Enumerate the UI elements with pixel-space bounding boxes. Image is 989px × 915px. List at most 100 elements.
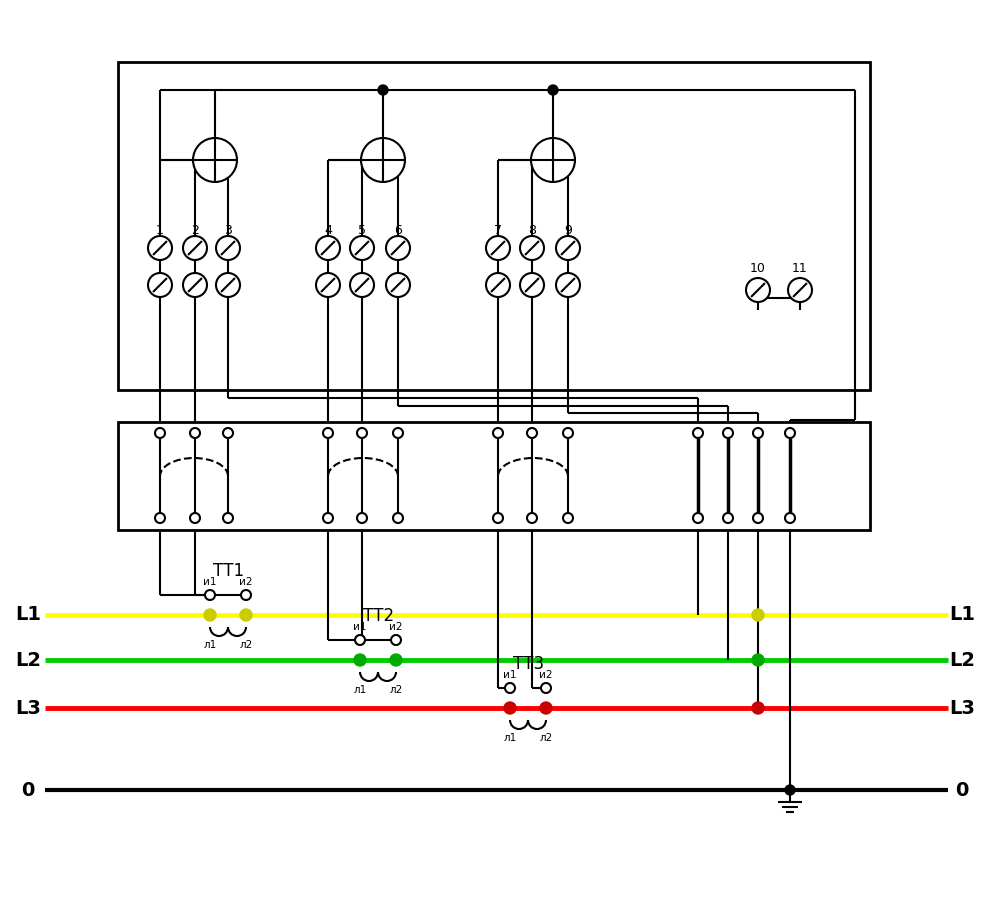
Text: л1: л1	[204, 640, 217, 650]
Circle shape	[753, 428, 763, 438]
Circle shape	[390, 654, 402, 666]
Circle shape	[323, 428, 333, 438]
Circle shape	[216, 236, 240, 260]
Text: л2: л2	[390, 685, 403, 695]
Circle shape	[752, 609, 764, 621]
Text: 6: 6	[394, 224, 402, 238]
Circle shape	[527, 428, 537, 438]
Circle shape	[723, 428, 733, 438]
Circle shape	[350, 273, 374, 297]
Circle shape	[785, 428, 795, 438]
Circle shape	[493, 428, 503, 438]
Circle shape	[504, 702, 516, 714]
Circle shape	[752, 654, 764, 666]
Circle shape	[563, 513, 573, 523]
Circle shape	[361, 138, 405, 182]
Circle shape	[316, 273, 340, 297]
Text: и2: и2	[539, 670, 553, 680]
Circle shape	[520, 236, 544, 260]
Circle shape	[541, 683, 551, 693]
Circle shape	[493, 513, 503, 523]
Circle shape	[386, 236, 410, 260]
Text: ТТ1: ТТ1	[214, 562, 244, 580]
Circle shape	[357, 428, 367, 438]
Circle shape	[386, 273, 410, 297]
Text: 8: 8	[528, 224, 536, 238]
Circle shape	[355, 635, 365, 645]
Circle shape	[148, 273, 172, 297]
Circle shape	[223, 428, 233, 438]
Circle shape	[357, 513, 367, 523]
Circle shape	[216, 273, 240, 297]
Circle shape	[788, 278, 812, 302]
Circle shape	[556, 236, 580, 260]
Circle shape	[393, 428, 403, 438]
Circle shape	[193, 138, 237, 182]
Circle shape	[693, 428, 703, 438]
Circle shape	[531, 138, 575, 182]
Text: и2: и2	[390, 622, 403, 632]
Circle shape	[223, 513, 233, 523]
Circle shape	[190, 513, 200, 523]
Circle shape	[190, 428, 200, 438]
Text: 3: 3	[225, 224, 232, 238]
Text: 1: 1	[156, 224, 164, 238]
Circle shape	[240, 609, 252, 621]
Circle shape	[556, 273, 580, 297]
Circle shape	[148, 236, 172, 260]
Circle shape	[204, 609, 216, 621]
Circle shape	[155, 513, 165, 523]
Circle shape	[155, 428, 165, 438]
Circle shape	[316, 236, 340, 260]
Circle shape	[563, 428, 573, 438]
Text: 11: 11	[792, 262, 808, 274]
Circle shape	[723, 513, 733, 523]
Circle shape	[205, 590, 215, 600]
Circle shape	[752, 702, 764, 714]
Bar	[118, 62, 870, 390]
Circle shape	[548, 85, 558, 95]
Text: L2: L2	[15, 651, 41, 670]
Text: 5: 5	[358, 224, 366, 238]
Circle shape	[785, 513, 795, 523]
Text: л1: л1	[503, 733, 516, 743]
Circle shape	[241, 590, 251, 600]
Circle shape	[393, 513, 403, 523]
Circle shape	[486, 236, 510, 260]
Text: 0: 0	[22, 780, 35, 800]
Bar	[118, 422, 870, 530]
Text: и2: и2	[239, 577, 253, 587]
Circle shape	[520, 273, 544, 297]
Text: L1: L1	[949, 606, 975, 625]
Text: 7: 7	[494, 224, 502, 238]
Text: л2: л2	[539, 733, 553, 743]
Circle shape	[753, 513, 763, 523]
Circle shape	[183, 236, 207, 260]
Text: ТТ2: ТТ2	[363, 607, 395, 625]
Text: и1: и1	[503, 670, 516, 680]
Text: 0: 0	[955, 780, 968, 800]
Circle shape	[183, 273, 207, 297]
Circle shape	[746, 278, 770, 302]
Text: 4: 4	[324, 224, 332, 238]
Text: и1: и1	[204, 577, 217, 587]
Circle shape	[323, 513, 333, 523]
Circle shape	[354, 654, 366, 666]
Text: L1: L1	[15, 606, 41, 625]
Circle shape	[378, 85, 388, 95]
Text: ТТ3: ТТ3	[513, 655, 545, 673]
Circle shape	[540, 702, 552, 714]
Text: 10: 10	[750, 262, 765, 274]
Circle shape	[693, 513, 703, 523]
Circle shape	[391, 635, 401, 645]
Text: 9: 9	[564, 224, 572, 238]
Text: L3: L3	[15, 698, 41, 717]
Text: и1: и1	[353, 622, 367, 632]
Text: л1: л1	[353, 685, 367, 695]
Circle shape	[505, 683, 515, 693]
Text: л2: л2	[239, 640, 252, 650]
Text: 2: 2	[191, 224, 199, 238]
Circle shape	[527, 513, 537, 523]
Circle shape	[486, 273, 510, 297]
Text: L3: L3	[949, 698, 975, 717]
